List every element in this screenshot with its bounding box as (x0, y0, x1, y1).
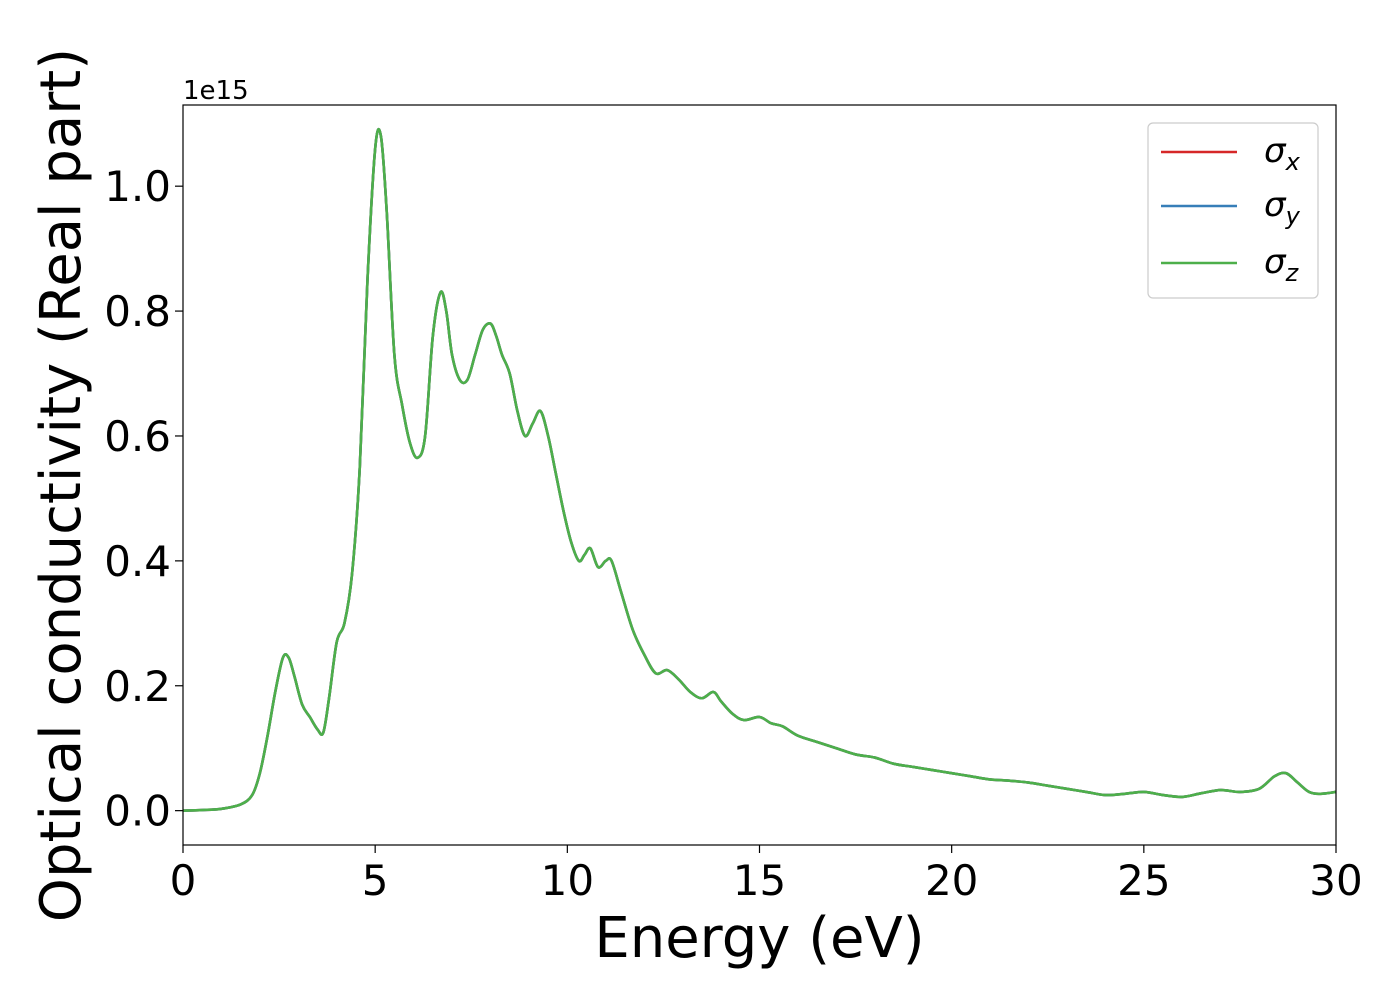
x-tick-label: 5 (362, 856, 389, 905)
x-tick-label: 15 (733, 856, 786, 905)
legend-label-z: σz (1264, 242, 1300, 287)
y-axis: 0.0 0.2 0.4 0.6 0.8 1.0 (104, 162, 183, 836)
legend: σx σy σz (1147, 122, 1319, 299)
y-tick-label: 0.0 (104, 787, 171, 836)
x-tick-label: 0 (170, 856, 197, 905)
y-tick-label: 0.6 (104, 412, 171, 461)
x-tick-label: 25 (1117, 856, 1170, 905)
y-offset-label: 1e15 (183, 76, 249, 106)
y-tick-label: 0.8 (104, 287, 171, 336)
x-tick-label: 20 (925, 856, 978, 905)
x-axis-title: Energy (eV) (594, 906, 924, 971)
series-line-z (183, 127, 1336, 812)
x-tick-label: 30 (1309, 856, 1362, 905)
legend-box (1147, 122, 1319, 299)
y-tick-label: 0.2 (104, 662, 171, 711)
x-tick-label: 10 (541, 856, 594, 905)
y-tick-label: 0.4 (104, 537, 171, 586)
legend-label-y: σy (1264, 185, 1301, 230)
y-axis-title: Optical conductivity (Real part) (29, 48, 94, 922)
series-layer (183, 127, 1336, 812)
x-axis: 0 5 10 15 20 25 30 (170, 845, 1363, 905)
y-tick-label: 1.0 (104, 162, 171, 211)
legend-label-x: σx (1264, 131, 1301, 176)
